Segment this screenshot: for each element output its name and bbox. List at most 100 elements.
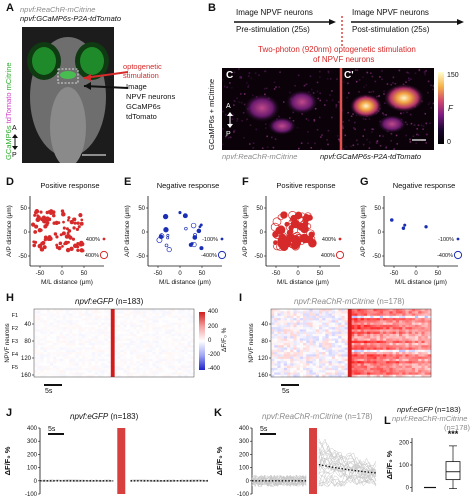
heat-cell (354, 324, 358, 328)
heat-cell (165, 311, 169, 314)
heat-cell (405, 311, 409, 314)
heat-cell (328, 322, 333, 326)
heat-cell (158, 361, 163, 364)
heat-cell (142, 374, 147, 378)
heat-cell (181, 324, 185, 328)
heat-cell (344, 363, 349, 366)
heat-cell (421, 370, 425, 373)
heat-cell (146, 331, 150, 335)
heat-cell (120, 345, 124, 348)
heat-cell (56, 365, 60, 369)
heat-cell (82, 356, 86, 360)
heat-cell (386, 347, 390, 351)
heat-cell (319, 352, 323, 355)
heat-cell (399, 349, 403, 353)
heat-cell (415, 324, 419, 328)
heat-cell (383, 329, 387, 332)
trace-scale-label: 5s (48, 426, 56, 433)
heat-cell (88, 358, 92, 362)
heat-cell (184, 322, 188, 326)
scatter-point (290, 240, 300, 250)
heat-cell (379, 324, 384, 328)
heat-cell (402, 365, 406, 369)
heat-cell (66, 333, 70, 337)
heat-cell (287, 313, 291, 317)
heat-cell (303, 336, 307, 339)
heat-cell (104, 356, 108, 360)
c-speckle (390, 139, 393, 142)
heat-cell (165, 349, 169, 353)
heat-cell (142, 338, 147, 342)
scatter-point (46, 236, 51, 242)
heat-cell (283, 336, 288, 339)
heat-cell (283, 331, 288, 335)
heat-cell (303, 327, 307, 330)
heat-cell (351, 327, 355, 330)
heat-cell (335, 372, 339, 376)
heat-cell (373, 324, 377, 328)
heat-cell (171, 336, 176, 339)
trace-ytick-label: 0 (246, 479, 250, 485)
heat-cell (187, 318, 192, 321)
heat-cell (56, 372, 60, 376)
heat-cell (341, 363, 345, 366)
heat-cell (287, 318, 291, 321)
heat-cell (46, 311, 51, 314)
heat-cell (299, 374, 304, 378)
c-speckle (343, 81, 345, 83)
heat-cell (383, 363, 387, 366)
heat-cell (136, 352, 140, 355)
heat-cell (43, 361, 48, 364)
heat-cell (187, 363, 192, 366)
heat-cell (126, 352, 131, 355)
scatter-point (32, 243, 37, 248)
heat-cell (174, 327, 179, 330)
scatter-point (33, 230, 38, 234)
heat-cell (142, 324, 147, 328)
heat-cell (98, 309, 102, 312)
heat-cell (158, 358, 163, 362)
heat-cell (130, 333, 134, 337)
c-speckle (376, 140, 379, 143)
heat-cell (101, 361, 105, 364)
heat-cell (373, 352, 377, 355)
heat-cell (53, 318, 57, 321)
heat-cell (408, 331, 413, 335)
heat-cell (142, 309, 147, 312)
panel-label-k: K (214, 407, 222, 419)
heat-cell (360, 315, 365, 319)
heat-cell (158, 327, 163, 330)
heat-cell (344, 345, 349, 348)
heat-cell (107, 345, 112, 348)
heat-cell (287, 309, 291, 312)
heat-cell (309, 352, 313, 355)
heat-cell (158, 322, 163, 326)
heat-cell (114, 354, 118, 357)
c-speckle (252, 147, 255, 149)
heat-cell (34, 311, 38, 314)
heat-cell (296, 336, 301, 339)
heat-cell (427, 331, 432, 335)
heat-cell (383, 365, 387, 369)
heat-cell (91, 324, 96, 328)
heat-cell (283, 311, 288, 314)
heat-cell (299, 324, 304, 328)
heat-cell (165, 340, 169, 344)
heat-cell (142, 311, 147, 314)
c-speckle (392, 76, 395, 79)
heat-cell (37, 318, 41, 321)
c-speckle (366, 138, 368, 141)
heat-cell (120, 367, 124, 371)
heat-cell (354, 340, 358, 344)
heat-cell (383, 345, 387, 348)
heat-cell (338, 333, 342, 337)
heat-cell (123, 372, 128, 376)
heat-cell (319, 336, 323, 339)
scatter-ytick-label: -50 (136, 254, 145, 260)
heat-cell (331, 331, 336, 335)
heat-cell (72, 347, 76, 351)
heat-cell (357, 311, 361, 314)
heat-cell (408, 320, 413, 323)
heat-cell (62, 336, 67, 339)
